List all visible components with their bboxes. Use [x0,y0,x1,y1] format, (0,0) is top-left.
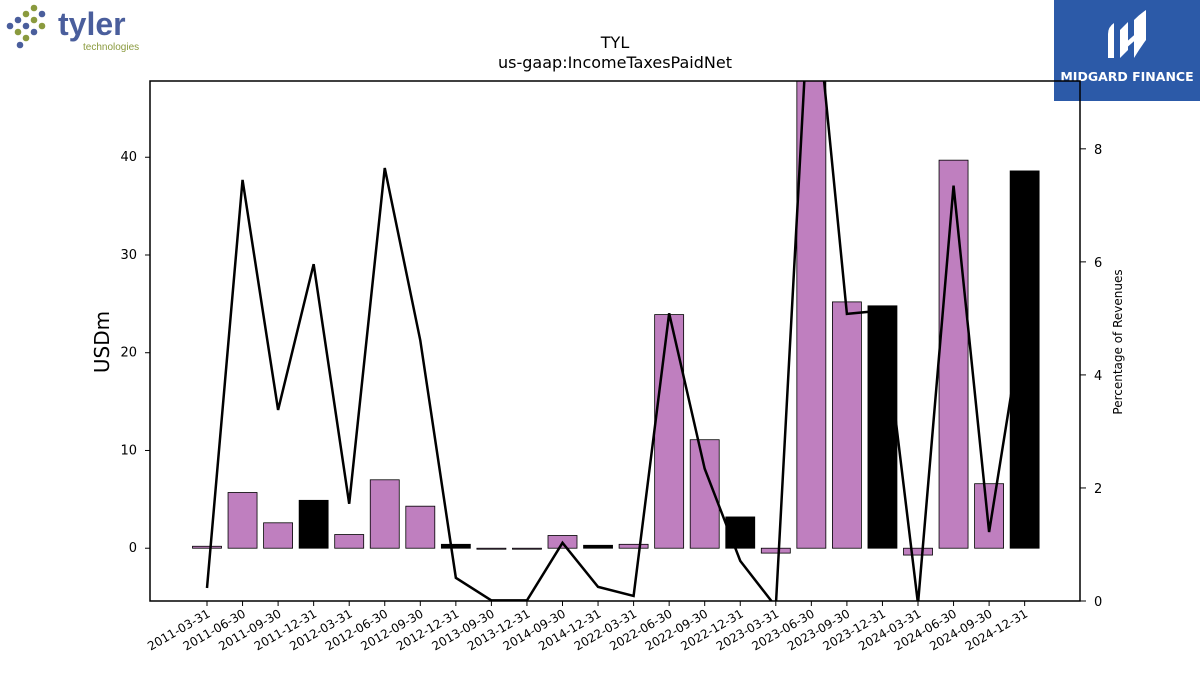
y2-tick-label: 0 [1094,595,1102,610]
y2-tick-label: 6 [1094,256,1102,271]
y-axis-ticks: 0 10 20 30 40 [120,150,150,556]
logo-dot [22,10,30,18]
logo-dot [6,22,14,30]
logo-wordmark: tyler [58,6,126,42]
y-tick-label: 20 [120,346,137,361]
bar [405,505,436,549]
y-tick-label: 40 [120,150,137,165]
logo-dot [14,16,22,24]
y2-tick-label: 2 [1094,482,1102,497]
bar [867,305,898,549]
bar [938,159,969,549]
logo-dot [22,22,30,30]
logo-subtext: technologies [83,42,139,53]
bar [974,483,1004,549]
bar [583,544,613,549]
y2-tick-label: 4 [1094,369,1102,384]
bar-series [192,81,1040,556]
y2-axis-label: Percentage of Revenues [1111,269,1125,414]
percentage-line [205,81,1026,601]
publisher-logo: MIDGARD FINANCE [1054,0,1200,101]
y2-axis-ticks: 0 2 4 6 8 [1080,143,1102,610]
x-axis-ticks: 2011-03-312011-06-302011-09-302011-12-31… [145,601,1030,653]
bar [227,492,258,549]
logo-dot [30,28,38,36]
logo-dot [38,10,46,18]
bar [654,314,685,549]
logo-dot [22,34,30,42]
line-series [205,81,1026,601]
y-tick-label: 30 [120,248,137,263]
publisher-emblem-icon [1108,10,1146,58]
bar [512,547,542,550]
tyler-technologies-logo: tyler technologies [6,4,139,53]
bar [476,547,507,550]
bar [832,301,862,549]
logo-dot [30,4,38,12]
publisher-name: MIDGARD FINANCE [1060,69,1193,84]
bar [334,534,365,549]
bar [263,522,294,549]
chart-title: TYL [600,33,630,52]
y2-tick-label: 8 [1094,143,1102,158]
chart-subtitle: us-gaap:IncomeTaxesPaidNet [498,53,732,72]
bar [440,543,471,549]
y-axis-label: USDm [90,311,114,373]
bar [192,545,222,549]
logo-dots-icon [6,4,46,49]
bar [618,543,649,549]
y-tick-label: 10 [120,443,137,458]
logo-dot [30,16,38,24]
bar [369,479,400,549]
logo-dot [16,41,24,49]
logo-dot [38,22,46,30]
bar [298,499,329,549]
bar [725,516,756,549]
plot-frame [149,80,1081,602]
bar [903,547,933,556]
y-tick-label: 0 [129,541,137,556]
bar [760,547,791,554]
bar [1009,170,1040,549]
bar [796,81,827,549]
logo-dot [14,28,22,36]
